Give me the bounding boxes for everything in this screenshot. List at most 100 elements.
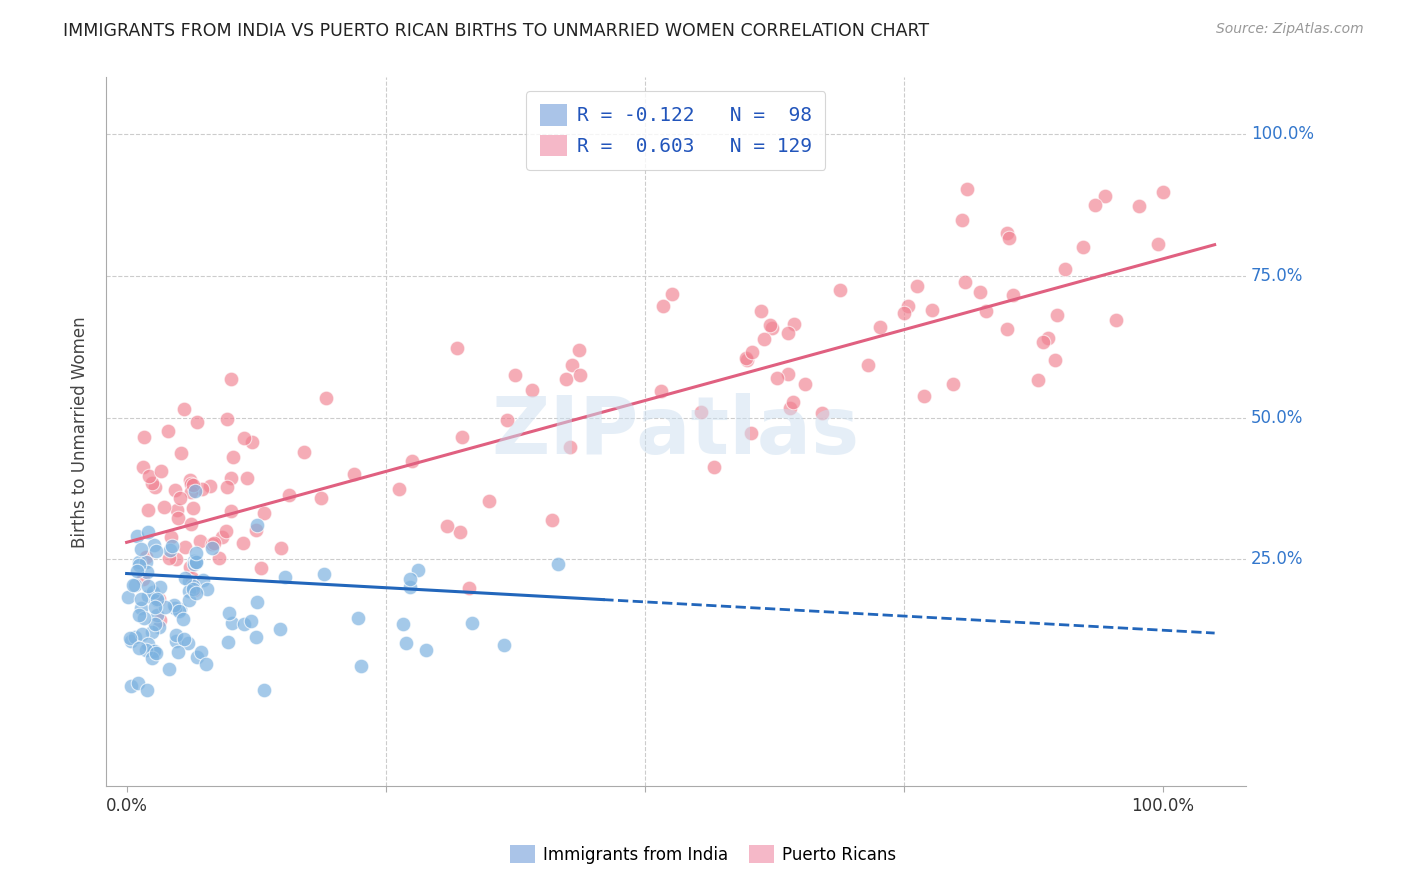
Point (1152, 185, 1174, 199)
Point (120, 633, 142, 648)
Point (1094, 189, 1116, 203)
Point (703, 460, 725, 475)
Point (177, 584, 200, 599)
Point (388, 482, 411, 496)
Point (134, 611, 156, 625)
Point (458, 581, 481, 595)
Point (127, 529, 149, 543)
Text: Source: ZipAtlas.com: Source: ZipAtlas.com (1216, 22, 1364, 37)
Point (734, 351, 756, 366)
Text: 50.0%: 50.0% (1251, 409, 1303, 426)
Point (146, 591, 169, 606)
Point (141, 585, 163, 599)
Point (392, 617, 415, 632)
Point (191, 573, 214, 587)
Point (128, 608, 150, 623)
Point (181, 501, 204, 516)
Point (211, 530, 233, 544)
Point (153, 599, 176, 614)
Point (156, 424, 179, 438)
Point (217, 635, 239, 649)
Point (163, 600, 186, 615)
Point (132, 573, 155, 587)
Point (148, 592, 170, 607)
Point (969, 285, 991, 299)
Point (222, 450, 245, 465)
Point (897, 299, 920, 313)
Point (184, 586, 207, 600)
Y-axis label: Births to Unmarried Women: Births to Unmarried Women (72, 316, 89, 548)
Point (343, 467, 366, 482)
Point (998, 231, 1021, 245)
Point (741, 344, 763, 359)
Point (143, 644, 166, 658)
Point (184, 555, 207, 569)
Point (180, 485, 202, 500)
Point (995, 226, 1018, 240)
Point (1146, 236, 1168, 251)
Point (811, 406, 834, 420)
Point (278, 488, 301, 502)
Point (541, 513, 564, 527)
Point (166, 511, 188, 525)
Point (555, 371, 578, 385)
Point (181, 582, 204, 597)
Point (1128, 199, 1150, 213)
Point (135, 683, 157, 698)
Point (173, 540, 195, 554)
Point (127, 676, 149, 690)
Point (779, 401, 801, 415)
Point (219, 504, 242, 518)
Point (495, 413, 517, 427)
Point (974, 304, 997, 318)
Point (245, 630, 267, 644)
Point (143, 644, 166, 658)
Point (180, 477, 202, 491)
Point (128, 558, 150, 573)
Point (347, 610, 370, 624)
Point (219, 470, 242, 484)
Point (138, 525, 160, 540)
Point (173, 571, 195, 585)
Point (136, 589, 159, 603)
Point (134, 549, 156, 564)
Point (740, 425, 762, 440)
Point (950, 213, 973, 227)
Point (761, 321, 783, 335)
Point (274, 570, 297, 584)
Point (179, 473, 201, 487)
Point (208, 551, 231, 566)
Point (131, 626, 153, 640)
Point (1038, 331, 1060, 345)
Point (186, 415, 208, 429)
Point (395, 636, 418, 650)
Point (157, 551, 180, 566)
Point (754, 332, 776, 346)
Point (312, 567, 335, 582)
Point (186, 649, 208, 664)
Point (568, 368, 591, 383)
Point (558, 440, 581, 454)
Point (183, 554, 205, 568)
Point (233, 616, 256, 631)
Point (188, 533, 211, 548)
Point (735, 352, 758, 367)
Point (180, 517, 202, 532)
Point (131, 459, 153, 474)
Point (172, 612, 194, 626)
Legend: R = -0.122   N =  98, R =  0.603   N = 129: R = -0.122 N = 98, R = 0.603 N = 129 (526, 91, 825, 170)
Point (141, 475, 163, 490)
Point (165, 628, 187, 642)
Point (661, 287, 683, 301)
Text: 75.0%: 75.0% (1251, 267, 1303, 285)
Point (143, 538, 166, 552)
Point (169, 602, 191, 616)
Point (245, 523, 267, 537)
Point (449, 525, 471, 540)
Point (149, 580, 172, 594)
Point (183, 582, 205, 597)
Point (1071, 239, 1094, 253)
Text: 25.0%: 25.0% (1251, 550, 1303, 568)
Point (776, 326, 799, 340)
Point (1028, 373, 1050, 387)
